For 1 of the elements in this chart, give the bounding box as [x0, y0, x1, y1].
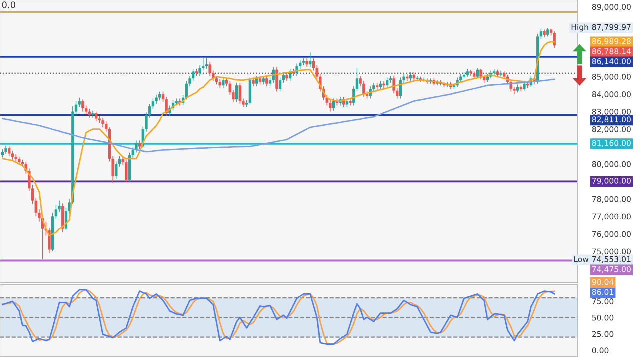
annotation: 0.0	[2, 2, 16, 8]
